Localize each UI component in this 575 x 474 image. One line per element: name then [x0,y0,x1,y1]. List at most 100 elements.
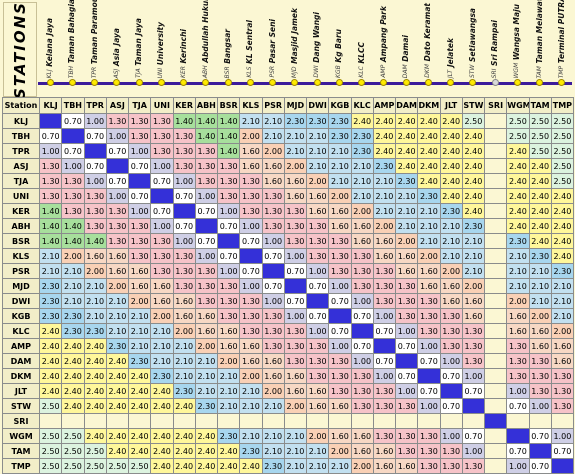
fare-cell: 1.30 [216,158,241,174]
fare-cell: 2.10 [506,278,530,294]
fare-cell: 2.40 [127,443,152,459]
table-row: KLC 2.40 2.30 2.30 2.10 2.10 2.10 2.00 1.60 1.60 1… [2,323,575,339]
fare-cell: 1.60 [239,158,263,174]
fare-cell: 1.30 [305,233,330,249]
fare-cell: 1.00 [305,323,330,339]
station-dot-kgb [335,79,343,86]
column-header-tbh: TBH [61,97,85,114]
station-name-klj: KLJ Kelana Jaya [43,3,57,78]
station-code-label: UNI [157,67,165,78]
fare-cell: 2.40 [150,398,174,414]
fare-cell: 1.00 [461,368,486,384]
fare-cell: 1.30 [216,278,241,294]
fare-cell: 1.30 [461,353,486,369]
fare-cell: 1.60 [105,248,130,264]
fare-cell: 0.70 [216,248,241,264]
fare-cell: 2.00 [194,338,219,354]
empty-cell [506,413,530,429]
station-code-label: KER [179,66,187,78]
fare-cell: 1.30 [372,263,397,279]
fare-cell: 2.40 [372,128,397,144]
fare-cell: 2.40 [439,173,463,189]
fare-cell: 0.70 [105,173,130,189]
fare-cell: 2.50 [528,143,552,159]
fare-cell: 2.40 [528,158,552,174]
fare-cell: 2.40 [105,353,130,369]
station-code-label: KLC [357,66,365,78]
empty-cell [483,128,508,144]
fare-cell: 2.10 [239,383,263,399]
station-code-label: ASJ [112,68,120,78]
fare-cell: 2.40 [550,233,575,249]
fare-cell: 2.40 [372,143,397,159]
fare-cell: 2.40 [83,353,107,369]
fare-cell: 1.60 [239,338,263,354]
fare-cell: 2.40 [439,143,463,159]
fare-cell: 2.40 [105,383,130,399]
fare-cell: 1.30 [172,128,196,144]
fare-cell: 1.30 [461,458,486,474]
fare-cell: 1.60 [328,203,352,219]
fare-cell: 2.10 [216,368,241,384]
table-row: UNI 1.30 1.30 1.30 1.00 0.70 0.70 1.00 1.30 1.30 1… [2,188,575,204]
fare-cell: 1.30 [305,248,330,264]
fare-cell: 1.00 [417,338,441,354]
fare-cell: 1.30 [528,383,552,399]
fare-cell: 1.30 [172,158,196,174]
empty-cell [550,413,575,429]
station-dot-bsr [224,79,232,86]
fare-cell: 1.60 [394,248,419,264]
fare-cell: 2.10 [528,263,552,279]
fare-cell: 1.00 [61,158,85,174]
fare-cell: 1.60 [439,293,463,309]
fare-cell: 1.60 [350,428,374,444]
fare-cell: 1.30 [239,308,263,324]
fare-cell: 1.30 [305,353,330,369]
row-header-tpr: TPR [2,143,40,159]
fare-cell: 2.30 [127,353,152,369]
fare-cell: 0.70 [150,173,174,189]
fare-cell: 1.30 [439,458,463,474]
station-code-label: KGB [335,65,343,78]
fare-cell: 0.70 [261,278,285,294]
fare-cell: 2.40 [172,443,196,459]
fare-cell: 2.40 [461,128,486,144]
fare-cell: 1.60 [350,218,374,234]
fare-cell: 1.30 [372,428,397,444]
fare-cell: 2.40 [105,428,130,444]
fare-cell: 2.00 [461,278,486,294]
fare-cell: 1.00 [194,188,219,204]
row-header-dwi: DWI [2,293,40,309]
fare-cell: 2.40 [528,188,552,204]
fare-cell: 2.30 [417,188,441,204]
fare-cell: 1.30 [417,308,441,324]
fare-cell: 2.40 [150,428,174,444]
fare-cell: 1.30 [83,188,107,204]
fare-cell: 2.40 [417,128,441,144]
empty-cell [483,383,508,399]
fare-cell: 0.70 [528,458,552,474]
fare-cell: 2.40 [38,338,63,354]
empty-cell [261,413,285,429]
fare-cell: 2.40 [127,383,152,399]
fare-cell: 2.10 [38,263,63,279]
empty-cell [172,413,196,429]
fare-cell: 1.60 [127,278,152,294]
station-name-tam: TAM Taman Melawati [533,0,547,78]
fare-cell: 1.30 [216,308,241,324]
fare-cell: 2.10 [328,143,352,159]
station-dot-klj [46,79,54,86]
fare-cell: 1.60 [328,428,352,444]
fare-cell: 1.00 [305,263,330,279]
row-header-tmp: TMP [2,458,40,474]
fare-cell: 1.60 [528,338,552,354]
fare-cell: 1.30 [372,293,397,309]
fare-cell: 2.40 [506,158,530,174]
station-name-dwi: DWI Dang Wangi [310,3,324,78]
fare-cell: 1.60 [328,398,352,414]
fare-cell: 2.50 [550,128,575,144]
fare-cell: 1.30 [417,293,441,309]
empty-cell [461,413,486,429]
empty-cell [483,443,508,459]
